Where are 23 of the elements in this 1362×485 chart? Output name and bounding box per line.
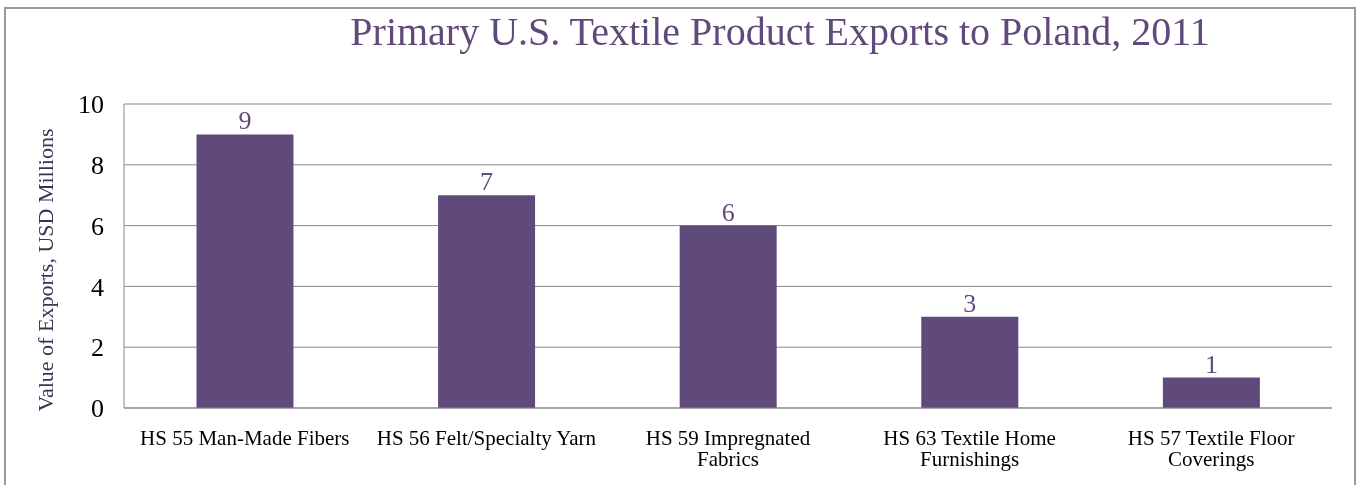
- data-label: 1: [1204, 349, 1218, 379]
- bar: [921, 316, 1019, 408]
- data-label: 9: [238, 106, 252, 136]
- chart-title: Primary U.S. Textile Product Exports to Poland, 2011: [349, 9, 1211, 54]
- x-tick-label: HS 55 Man-Made Fibers: [140, 425, 350, 450]
- x-tick-label: HS 57 Textile Floor Coverings: [1127, 425, 1295, 471]
- data-label: 3: [963, 288, 977, 318]
- y-tick-label: 4: [91, 272, 104, 302]
- y-tick-label: 6: [91, 211, 104, 241]
- bar: [438, 195, 536, 408]
- x-tick-label: HS 63 Textile Home Furnishings: [883, 425, 1056, 471]
- bar: [196, 134, 294, 408]
- x-tick-label: HS 56 Felt/Specialty Yarn: [376, 425, 597, 450]
- data-label: 6: [721, 197, 735, 227]
- bar: [1162, 377, 1260, 408]
- x-tick-label: HS 59 Impregnated Fabrics: [645, 425, 811, 471]
- data-label: 7: [480, 167, 494, 197]
- bar: [679, 225, 777, 408]
- y-tick-label: 2: [91, 333, 104, 363]
- y-axis-title: Value of Exports, USD Millions: [32, 128, 58, 412]
- y-tick-label: 0: [91, 394, 104, 424]
- y-tick-label: 8: [91, 151, 104, 181]
- y-tick-label: 10: [78, 90, 104, 120]
